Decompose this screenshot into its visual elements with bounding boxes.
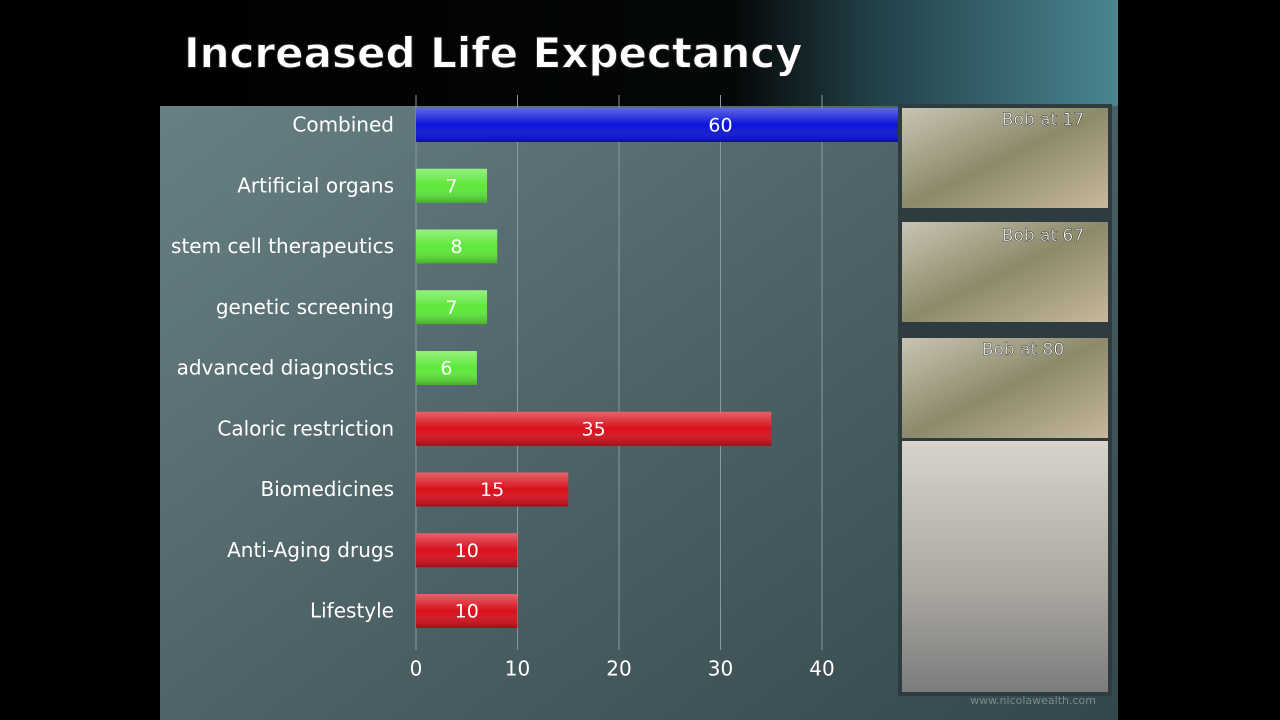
x-tick-label: 0 [410,657,423,681]
bar-shade [416,351,477,385]
bar-shade [416,290,488,325]
y-tick-label: advanced diagnostics [177,356,394,380]
bar-label: 6 [440,358,452,380]
bar-shade [416,168,488,203]
photo [902,338,1108,438]
bar-label: 10 [455,601,479,623]
bar-label: 7 [445,175,457,197]
photos: Bob at 17 Bob at 67 Bob at 80 www.nicola… [898,104,1112,707]
bar-shade [416,594,518,628]
bar-label: 35 [582,418,606,440]
bar-label: 10 [455,540,479,562]
x-tick-label: 20 [606,657,631,681]
header-band [160,0,1118,106]
y-tick-label: Anti-Aging drugs [227,538,394,562]
photo [902,222,1108,322]
y-tick-label: stem cell therapeutics [171,234,394,258]
watermark: www.nicolawealth.com [970,694,1096,707]
bar-label: 8 [451,236,463,258]
x-tick-label: 10 [505,657,530,681]
photo-caption: Bob at 80 [982,340,1064,360]
y-tick-label: Biomedicines [260,477,394,501]
bar-label: 7 [445,297,457,319]
photo [902,441,1108,692]
x-tick-label: 30 [708,657,733,681]
photo [902,108,1108,208]
y-tick-label: Combined [292,113,394,137]
y-tick-label: genetic screening [216,295,394,319]
photo-caption: Bob at 67 [1002,226,1084,246]
bar-label: 15 [480,479,504,501]
bar-shade [416,533,518,568]
bar-shade [416,229,498,264]
bar-shade [416,411,772,446]
chart-title: Increased Life Expectancy [184,29,803,78]
y-tick-label: Caloric restriction [217,416,394,440]
photo-caption: Bob at 17 [1002,110,1084,130]
bar-label: 60 [708,115,732,137]
y-tick-label: Artificial organs [237,173,394,197]
x-tick-label: 40 [809,657,834,681]
y-tick-label: Lifestyle [310,599,394,623]
bar-shade [416,472,569,507]
